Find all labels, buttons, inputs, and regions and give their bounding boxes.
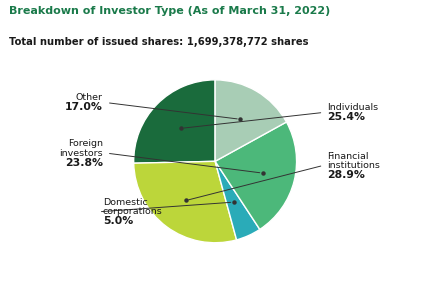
- Wedge shape: [215, 161, 260, 240]
- Wedge shape: [215, 80, 286, 161]
- Text: Domestic: Domestic: [103, 198, 147, 207]
- Text: Total number of issued shares: 1,699,378,772 shares: Total number of issued shares: 1,699,378…: [9, 37, 308, 47]
- Text: institutions: institutions: [328, 161, 380, 170]
- Wedge shape: [134, 161, 236, 243]
- Wedge shape: [215, 122, 296, 230]
- Text: 23.8%: 23.8%: [65, 158, 103, 168]
- Text: investors: investors: [59, 149, 103, 158]
- Text: Foreign: Foreign: [68, 139, 103, 148]
- Text: corporations: corporations: [103, 207, 162, 216]
- Text: 5.0%: 5.0%: [103, 216, 133, 226]
- Text: 25.4%: 25.4%: [328, 112, 366, 122]
- Text: Breakdown of Investor Type (As of March 31, 2022): Breakdown of Investor Type (As of March …: [9, 6, 330, 16]
- Text: 28.9%: 28.9%: [328, 170, 366, 180]
- Text: Other: Other: [76, 93, 103, 102]
- Wedge shape: [134, 80, 215, 163]
- Text: 17.0%: 17.0%: [65, 102, 103, 112]
- Text: Financial: Financial: [328, 151, 369, 160]
- Text: Individuals: Individuals: [328, 103, 379, 112]
